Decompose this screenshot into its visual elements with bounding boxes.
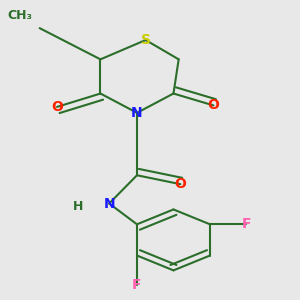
Text: S: S <box>141 33 151 47</box>
Text: H: H <box>73 200 83 213</box>
Text: O: O <box>208 98 219 112</box>
Text: F: F <box>132 278 142 292</box>
Text: CH₃: CH₃ <box>8 9 33 22</box>
Text: O: O <box>175 177 186 191</box>
Text: F: F <box>242 217 251 231</box>
Text: N: N <box>103 196 115 211</box>
Text: N: N <box>131 106 143 120</box>
Text: O: O <box>51 100 63 114</box>
